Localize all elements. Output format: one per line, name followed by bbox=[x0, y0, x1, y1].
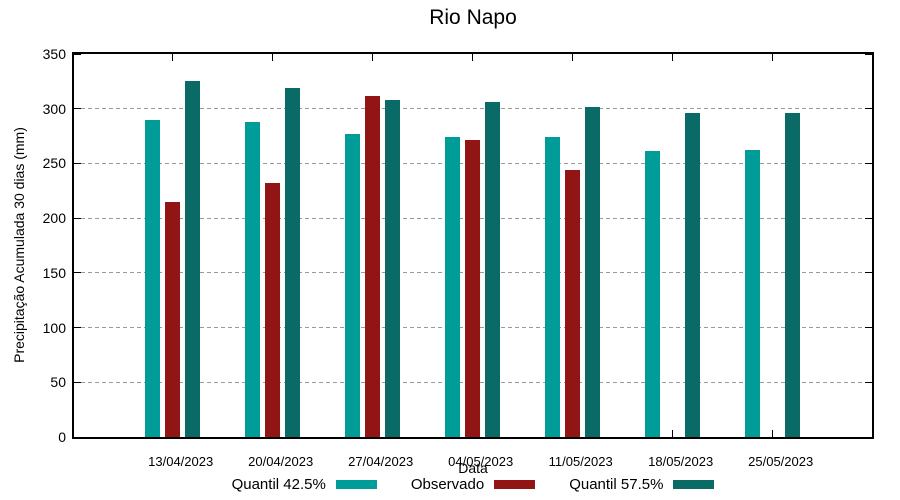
y-axis-tick bbox=[865, 381, 872, 383]
bar-quantil-42-5 bbox=[744, 150, 760, 437]
x-axis-tick bbox=[572, 54, 574, 61]
y-axis-tick bbox=[865, 217, 872, 219]
x-axis-tick bbox=[772, 430, 774, 437]
y-axis-tick bbox=[74, 272, 81, 274]
x-tick-label: 20/04/2023 bbox=[248, 454, 314, 469]
legend-item-observado: Observado bbox=[410, 476, 536, 493]
bar-quantil-57-5 bbox=[585, 106, 601, 437]
x-tick-label: 27/04/2023 bbox=[348, 454, 414, 469]
y-tick-label: 50 bbox=[50, 374, 66, 391]
plot-area: 0 50 100 150 200 250 300 350 13/04/2023 20/04/202… bbox=[43, 46, 874, 469]
y-tick-label: 100 bbox=[42, 319, 66, 336]
y-axis-tick bbox=[865, 272, 872, 274]
y-tick-label: 350 bbox=[42, 46, 66, 62]
bar-quantil-57-5 bbox=[285, 87, 301, 437]
x-tick-label: 25/05/2023 bbox=[748, 454, 814, 469]
x-axis-tick bbox=[172, 54, 174, 61]
bar-observado bbox=[165, 201, 181, 437]
x-tick-label: 18/05/2023 bbox=[648, 454, 714, 469]
gridline bbox=[74, 108, 872, 110]
bar-quantil-57-5 bbox=[485, 102, 501, 437]
y-axis-tick bbox=[865, 162, 872, 164]
y-axis-tick bbox=[74, 381, 81, 383]
bar-observado bbox=[465, 140, 481, 437]
y-tick-label: 0 bbox=[58, 429, 66, 445]
bar-quantil-42-5 bbox=[544, 137, 560, 437]
bar-observado bbox=[565, 170, 581, 437]
bar-observado bbox=[265, 183, 281, 437]
bar-quantil-57-5 bbox=[785, 113, 801, 437]
bar-quantil-42-5 bbox=[144, 119, 160, 437]
x-axis-tick bbox=[772, 54, 774, 61]
bar-quantil-42-5 bbox=[444, 137, 460, 437]
x-axis-tick bbox=[272, 54, 274, 61]
legend-item-quantil-57-5: Quantil 57.5% bbox=[569, 476, 715, 493]
y-tick-label: 300 bbox=[42, 100, 66, 117]
bar-quantil-57-5 bbox=[385, 99, 401, 437]
x-tick-label: 04/05/2023 bbox=[448, 454, 514, 469]
chart-title: Rio Napo bbox=[429, 6, 517, 29]
y-axis-tick bbox=[74, 162, 81, 164]
legend-label: Quantil 42.5% bbox=[231, 476, 326, 493]
bar-quantil-57-5 bbox=[685, 113, 701, 437]
legend-item-quantil-42-5: Quantil 42.5% bbox=[232, 476, 377, 493]
legend-swatch bbox=[494, 480, 536, 489]
x-axis-tick bbox=[372, 54, 374, 61]
y-axis-tick bbox=[74, 217, 81, 219]
y-tick-label: 250 bbox=[42, 155, 66, 172]
y-axis-tick bbox=[74, 108, 81, 110]
legend-label: Quantil 57.5% bbox=[569, 476, 664, 493]
y-axis-tick bbox=[74, 327, 81, 329]
y-axis-tick bbox=[865, 53, 872, 55]
bar-quantil-42-5 bbox=[644, 151, 660, 437]
y-axis-tick bbox=[865, 108, 872, 110]
bar-quantil-57-5 bbox=[185, 81, 201, 437]
x-axis-label: Data bbox=[458, 460, 488, 476]
y-axis-tick bbox=[865, 436, 872, 438]
bar-observado bbox=[365, 95, 381, 437]
legend-label: Observado bbox=[410, 476, 485, 493]
x-axis-tick bbox=[472, 54, 474, 61]
legend: Quantil 42.5% Observado Quantil 57.5% bbox=[74, 476, 872, 493]
y-axis-tick bbox=[865, 327, 872, 329]
bar-quantil-42-5 bbox=[344, 133, 360, 437]
y-tick-label: 150 bbox=[42, 264, 66, 281]
legend-swatch bbox=[673, 480, 715, 489]
y-tick-label: 200 bbox=[42, 210, 66, 227]
x-tick-label: 13/04/2023 bbox=[148, 454, 214, 469]
x-axis-tick bbox=[672, 430, 674, 437]
legend-swatch bbox=[335, 480, 377, 489]
y-axis-tick bbox=[74, 53, 81, 55]
y-axis-tick bbox=[74, 436, 81, 438]
bar-quantil-42-5 bbox=[244, 121, 260, 437]
x-axis-tick bbox=[672, 54, 674, 61]
x-tick-label: 11/05/2023 bbox=[548, 454, 613, 469]
